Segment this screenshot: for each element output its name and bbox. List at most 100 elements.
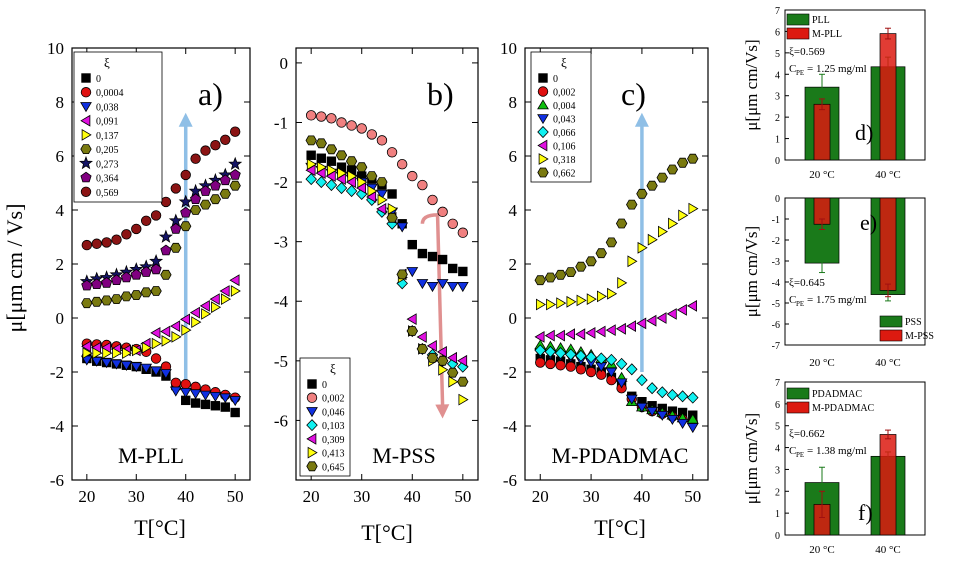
data-point bbox=[646, 314, 657, 327]
ytick-label: 2 bbox=[775, 113, 780, 124]
data-point bbox=[615, 322, 626, 335]
bar-panel-e: 0 -1 -2 -3 -4 -5 -6 -7 μ[μm cm/Vs] 20 °C 40 °C PSS M… bbox=[742, 194, 934, 369]
ytick-label: 6 bbox=[509, 147, 518, 166]
data-point bbox=[180, 378, 191, 390]
data-point bbox=[676, 157, 689, 168]
data-point bbox=[585, 366, 597, 378]
xlabel-c: T[°C] bbox=[594, 515, 646, 540]
ytick-label: 7 bbox=[775, 6, 780, 17]
data-point bbox=[436, 279, 449, 290]
data-point bbox=[666, 308, 677, 320]
data-point bbox=[316, 153, 326, 163]
data-point bbox=[110, 359, 123, 370]
annotation-xi: ξ=0.645 bbox=[789, 277, 825, 289]
data-point bbox=[426, 281, 439, 293]
series-0,106 bbox=[534, 299, 697, 343]
data-point bbox=[356, 162, 368, 173]
ytick-label: 3 bbox=[775, 92, 780, 103]
data-point bbox=[150, 286, 162, 296]
data-point bbox=[357, 176, 368, 188]
legend-label: 0,046 bbox=[322, 407, 345, 418]
category-label: 20 °C bbox=[809, 169, 835, 181]
data-point bbox=[199, 199, 212, 210]
data-point bbox=[150, 327, 161, 339]
data-point bbox=[448, 263, 458, 274]
data-point bbox=[636, 317, 647, 330]
ytick-label: 0 bbox=[775, 156, 780, 167]
xtick-label: 40 bbox=[177, 487, 194, 506]
series-0,645 bbox=[305, 135, 469, 387]
ylabel: μ[μm cm/Vs] bbox=[742, 413, 761, 504]
data-point bbox=[180, 169, 191, 181]
data-point bbox=[458, 393, 469, 406]
data-point bbox=[447, 351, 458, 364]
panel-label: f) bbox=[858, 500, 873, 525]
data-point bbox=[110, 274, 123, 286]
data-point bbox=[666, 164, 679, 175]
data-point bbox=[427, 194, 438, 206]
ytick-label: 2 bbox=[775, 487, 780, 498]
series-0,038 bbox=[80, 355, 242, 407]
data-point bbox=[656, 386, 669, 399]
annotation-xi: ξ=0.662 bbox=[789, 428, 825, 440]
data-point bbox=[150, 366, 163, 377]
data-point bbox=[605, 353, 618, 366]
xtick-label: 40 bbox=[404, 487, 421, 506]
legend-swatch bbox=[879, 329, 903, 342]
data-point bbox=[130, 268, 142, 280]
arrow-head bbox=[634, 112, 649, 127]
data-point bbox=[345, 184, 358, 198]
data-point bbox=[544, 329, 555, 342]
annotation-conc: = 1.38 mg/ml bbox=[807, 445, 867, 457]
ytick-label: -2 bbox=[772, 236, 780, 247]
legend-marker bbox=[306, 419, 318, 432]
annotation-sub: PE bbox=[796, 69, 804, 77]
data-point bbox=[427, 251, 438, 262]
data-point bbox=[585, 327, 596, 339]
data-point bbox=[326, 156, 337, 166]
data-point bbox=[376, 177, 388, 188]
legend-label: 0,205 bbox=[96, 145, 119, 156]
data-point bbox=[426, 352, 439, 363]
legend-marker bbox=[80, 102, 92, 113]
plot-frame bbox=[784, 381, 926, 536]
data-point bbox=[607, 287, 618, 300]
trend-arrow bbox=[420, 213, 450, 419]
data-point bbox=[199, 299, 210, 312]
data-point bbox=[625, 363, 638, 376]
data-point bbox=[447, 367, 459, 378]
data-point bbox=[326, 113, 337, 124]
legend-marker bbox=[537, 99, 549, 110]
series-0,364 bbox=[81, 169, 241, 291]
xtick-label: 40 bbox=[633, 487, 650, 506]
data-point bbox=[656, 172, 668, 183]
ytick-label: -1 bbox=[772, 215, 780, 226]
ytick-label: 6 bbox=[775, 400, 780, 411]
legend-label: 0,043 bbox=[553, 115, 576, 126]
panel-label: a) bbox=[198, 76, 223, 112]
ytick-label: -5 bbox=[772, 299, 780, 310]
legend-label: 0,273 bbox=[96, 159, 119, 170]
ytick-label: 3 bbox=[775, 465, 780, 476]
data-point bbox=[458, 266, 468, 277]
legend-marker bbox=[537, 114, 549, 125]
legend: PDADMAC M-PDADMAC bbox=[786, 387, 875, 414]
data-point bbox=[536, 298, 546, 311]
ytick-label: -4 bbox=[274, 292, 289, 311]
legend-label: M-PDADMAC bbox=[812, 403, 875, 414]
legend-title: ξ bbox=[561, 55, 567, 70]
data-point bbox=[101, 237, 112, 248]
data-point bbox=[556, 297, 567, 310]
data-point bbox=[201, 308, 212, 320]
data-point bbox=[345, 156, 358, 167]
legend-marker bbox=[307, 446, 318, 459]
category-label: 40 °C bbox=[875, 357, 901, 369]
data-point bbox=[387, 202, 398, 215]
series-0,137 bbox=[82, 285, 241, 360]
data-point bbox=[131, 344, 142, 357]
data-point bbox=[687, 299, 697, 312]
plot-frame bbox=[295, 47, 479, 481]
legend-label: 0,091 bbox=[96, 117, 119, 128]
data-point bbox=[110, 294, 123, 305]
